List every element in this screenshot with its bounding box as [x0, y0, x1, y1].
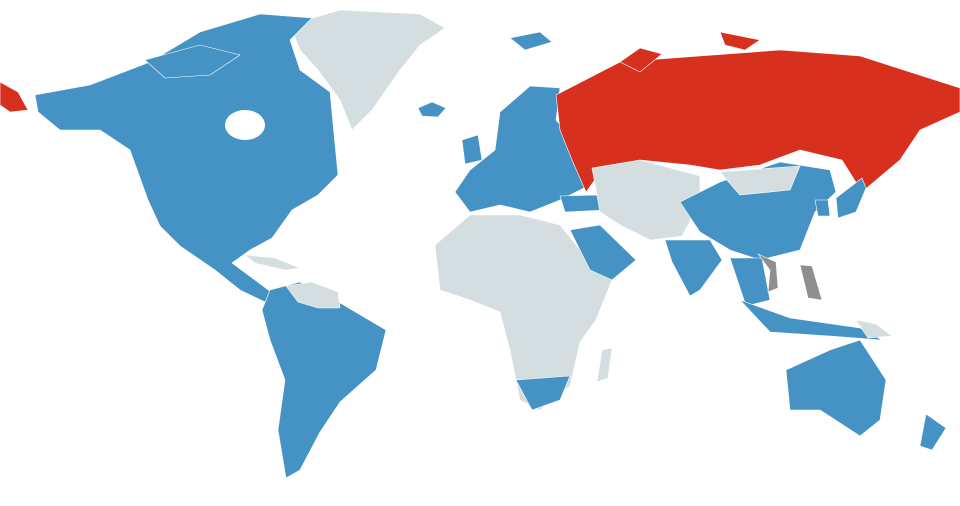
region-caribbean [244, 254, 301, 271]
region-iceland [417, 101, 447, 118]
region-mongolia [719, 165, 801, 196]
region-korea [814, 199, 831, 217]
region-new-zealand [919, 413, 947, 451]
region-africa [434, 214, 613, 411]
region-china [679, 161, 837, 261]
region-northern-south-america [285, 281, 341, 309]
hudson-bay [225, 110, 265, 140]
region-svalbard [509, 31, 553, 51]
region-southeast-asia [729, 257, 771, 307]
region-madagascar [596, 347, 613, 383]
region-indonesia [739, 299, 883, 341]
region-south-america [261, 281, 387, 479]
region-central-asia [591, 159, 701, 241]
region-north-america [34, 13, 339, 303]
region-greenland [289, 9, 446, 131]
region-south-africa [515, 375, 571, 411]
region-papua-new-guinea [855, 319, 893, 339]
region-philippines [799, 264, 823, 301]
region-arctic-islands-americas [144, 44, 241, 79]
region-russia-arctic-islands-east [719, 31, 761, 51]
region-australia [785, 339, 887, 437]
region-russia-arctic-islands [619, 47, 663, 73]
region-russia-east-wrap [0, 81, 29, 113]
region-india [664, 239, 723, 297]
region-saudi-arabia [569, 224, 637, 281]
region-vietnam [757, 253, 779, 293]
region-uk [461, 134, 483, 165]
region-russia [555, 49, 960, 193]
region-japan [835, 177, 867, 219]
